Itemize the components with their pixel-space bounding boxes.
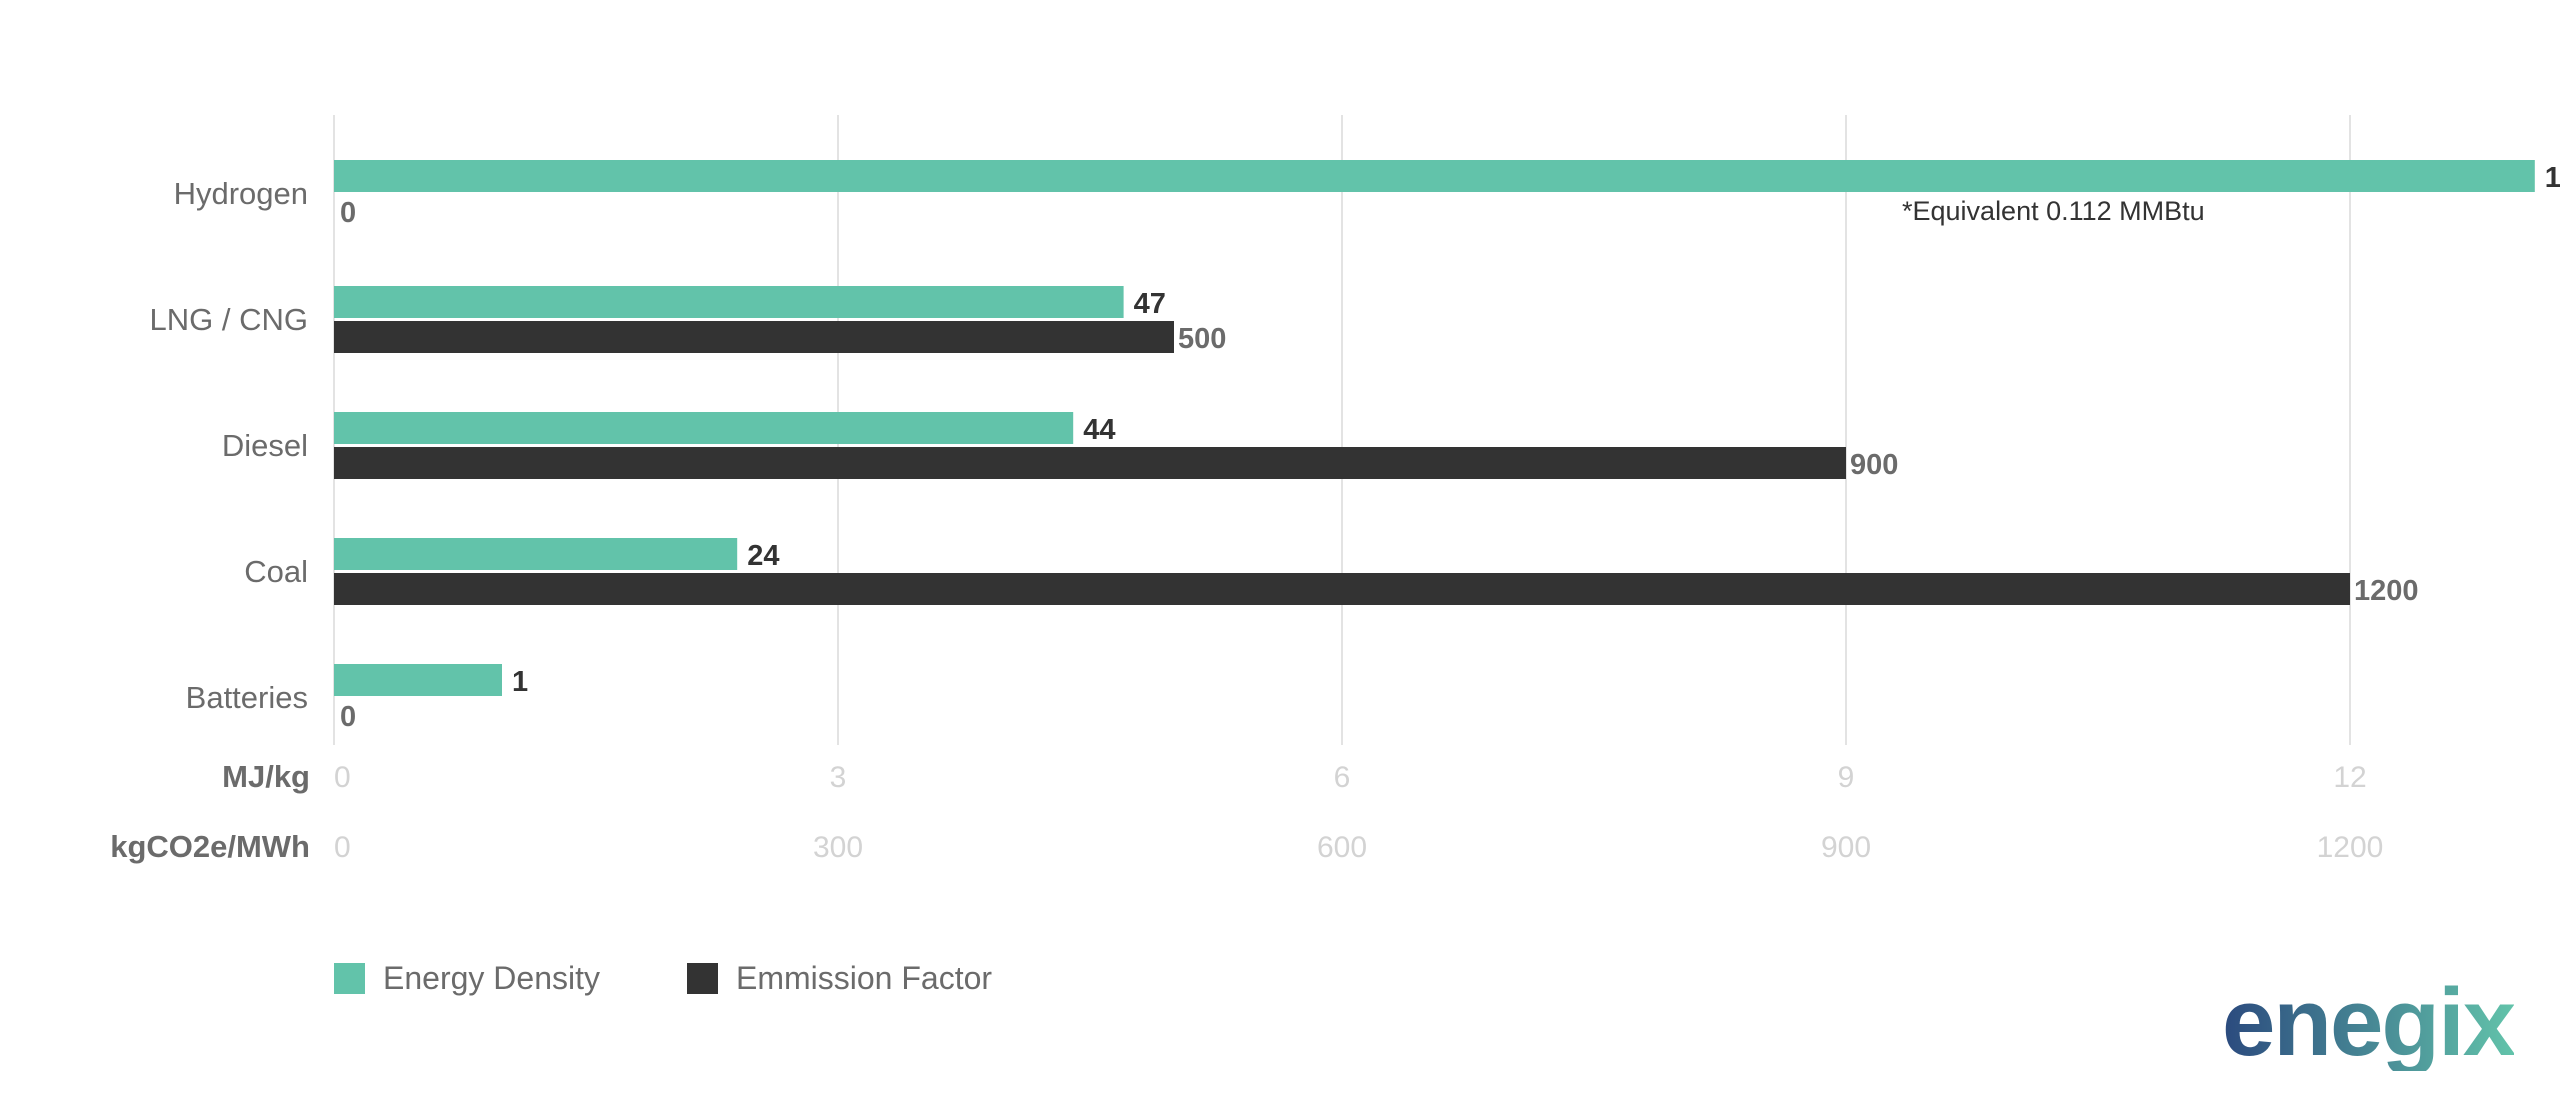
legend-emission-factor: Emmission Factor — [687, 960, 992, 997]
energy-axis-tick: 6 — [1333, 761, 1351, 794]
data-label-emission: 0 — [340, 701, 356, 733]
data-label-emission: 500 — [1178, 323, 1226, 355]
legend-label-energy: Energy Density — [383, 960, 600, 996]
category-label: Hydrogen — [173, 176, 308, 211]
bar-emission-factor — [334, 321, 1174, 353]
emission-axis-tick: 600 — [1316, 831, 1368, 864]
enegix-logo: enegix — [2222, 969, 2516, 1076]
emission-axis-unit: kgCO2e/MWh — [110, 829, 310, 864]
emission-axis-tick: 900 — [1820, 831, 1872, 864]
bar-energy-density — [334, 286, 1124, 318]
legend-energy-density: Energy Density — [334, 960, 600, 997]
energy-axis-unit: MJ/kg — [222, 759, 310, 794]
bar-energy-density — [334, 160, 2535, 192]
category-label: Batteries — [185, 680, 308, 715]
legend-swatch-emission — [687, 963, 718, 994]
legend-swatch-energy — [334, 963, 365, 994]
energy-axis-tick: 0 — [334, 761, 351, 794]
data-label-energy: 44 — [1083, 414, 1115, 446]
emission-axis-tick: 1200 — [2316, 831, 2384, 864]
bar-energy-density — [334, 412, 1074, 444]
data-label-emission: 0 — [340, 197, 356, 229]
energy-axis-tick: 9 — [1837, 761, 1855, 794]
footnote-annotation: *Equivalent 0.112 MMBtu — [1902, 196, 2205, 226]
category-label: LNG / CNG — [149, 302, 308, 337]
data-label-emission: 1200 — [2354, 575, 2419, 607]
data-label-energy: 131* — [2545, 162, 2560, 194]
bar-energy-density — [334, 664, 502, 696]
energy-axis-tick: 12 — [2333, 761, 2367, 794]
bar-energy-density — [334, 538, 738, 570]
data-label-energy: 47 — [1134, 288, 1166, 320]
emission-axis-tick: 0 — [334, 831, 351, 864]
bar-emission-factor — [334, 573, 2350, 605]
emission-axis-tick: 300 — [812, 831, 864, 864]
category-label: Diesel — [221, 428, 308, 463]
bar-emission-factor — [334, 447, 1846, 479]
data-label-energy: 24 — [747, 540, 779, 572]
energy-axis-tick: 3 — [829, 761, 847, 794]
data-label-emission: 900 — [1850, 449, 1898, 481]
legend-label-emission: Emmission Factor — [736, 960, 993, 996]
category-label: Coal — [244, 554, 308, 589]
data-label-energy: 1 — [512, 666, 528, 698]
